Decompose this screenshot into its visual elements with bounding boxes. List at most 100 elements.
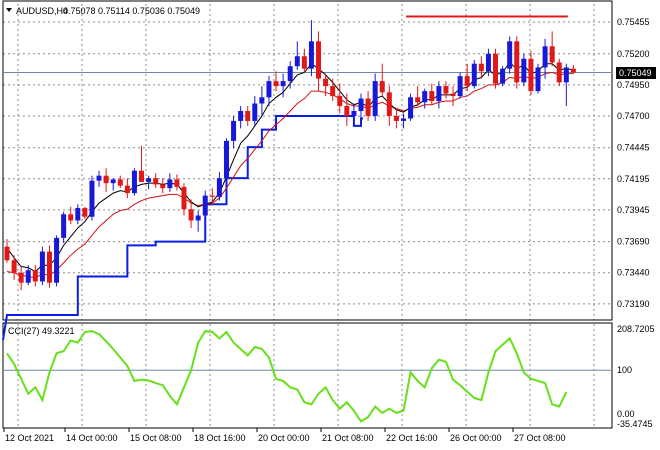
candle[interactable] <box>188 199 194 228</box>
candle[interactable] <box>209 188 215 206</box>
cci-label: CCI(27) 49.3221 <box>8 326 75 336</box>
candle[interactable] <box>39 246 45 286</box>
candle[interactable] <box>464 63 470 92</box>
candle[interactable] <box>238 106 244 129</box>
candle[interactable] <box>507 36 513 74</box>
candle[interactable] <box>429 83 435 105</box>
candle[interactable] <box>223 138 229 181</box>
candle[interactable] <box>61 211 67 243</box>
candle[interactable] <box>521 53 527 87</box>
candle[interactable] <box>25 265 31 286</box>
candle-body <box>570 68 576 73</box>
candle[interactable] <box>153 173 159 189</box>
candle-body <box>344 106 350 116</box>
candle-body <box>245 110 251 121</box>
symbol-label: AUDUSD,H4 <box>16 6 68 16</box>
slow-moving-average-line <box>6 71 574 279</box>
candle[interactable] <box>372 73 378 121</box>
candle-body <box>563 67 569 83</box>
dropdown-triangle-icon[interactable] <box>6 8 12 12</box>
candle[interactable] <box>139 145 145 182</box>
candlestick-series[interactable] <box>4 20 576 291</box>
candle[interactable] <box>117 175 123 189</box>
candle[interactable] <box>408 93 414 121</box>
candle-body <box>188 209 194 221</box>
candle[interactable] <box>365 91 371 121</box>
candle[interactable] <box>18 266 24 291</box>
candle[interactable] <box>457 72 463 99</box>
candle[interactable] <box>556 58 562 87</box>
chart-frame <box>2 0 613 432</box>
candle-body <box>11 260 17 273</box>
candle[interactable] <box>68 206 74 225</box>
candle[interactable] <box>11 255 17 281</box>
candle[interactable] <box>82 206 88 220</box>
candle[interactable] <box>174 174 180 191</box>
candle[interactable] <box>252 96 258 126</box>
candle[interactable] <box>124 178 130 199</box>
candle[interactable] <box>245 106 251 126</box>
candle[interactable] <box>570 64 576 74</box>
candle[interactable] <box>54 235 60 287</box>
candle[interactable] <box>563 63 569 107</box>
candle[interactable] <box>415 86 421 107</box>
candle[interactable] <box>181 183 187 216</box>
candle[interactable] <box>549 31 555 67</box>
candle[interactable] <box>308 20 314 77</box>
candle[interactable] <box>316 31 322 92</box>
candle[interactable] <box>351 103 357 126</box>
candle[interactable] <box>75 204 81 225</box>
price-tick-label: 0.73190 <box>617 299 650 309</box>
candle[interactable] <box>323 73 329 97</box>
candle[interactable] <box>89 175 95 221</box>
candle[interactable] <box>259 86 265 116</box>
candle[interactable] <box>485 48 491 77</box>
current-price-marker: 0.75049 <box>616 67 656 79</box>
candle[interactable] <box>450 86 456 107</box>
candle[interactable] <box>216 171 222 201</box>
candle[interactable] <box>146 175 152 190</box>
candle[interactable] <box>131 168 137 196</box>
candle[interactable] <box>202 190 208 222</box>
candle[interactable] <box>528 51 534 95</box>
candle[interactable] <box>195 210 201 232</box>
candle[interactable] <box>103 168 109 192</box>
candle-body <box>294 56 300 67</box>
candle[interactable] <box>280 73 286 98</box>
candle[interactable] <box>330 78 336 102</box>
candle[interactable] <box>96 170 102 187</box>
candle[interactable] <box>386 86 392 126</box>
candle[interactable] <box>4 239 10 263</box>
candle[interactable] <box>32 265 38 287</box>
candle[interactable] <box>167 173 173 192</box>
candle[interactable] <box>301 48 307 73</box>
header: AUDUSD,H4 0.75078 0.75114 0.75036 0.7504… <box>6 6 200 16</box>
candle[interactable] <box>160 178 166 194</box>
candle[interactable] <box>110 178 116 191</box>
candle[interactable] <box>422 88 428 109</box>
candle[interactable] <box>493 48 499 89</box>
candle[interactable] <box>443 81 449 99</box>
candle[interactable] <box>294 41 300 70</box>
candle[interactable] <box>514 36 520 89</box>
candle[interactable] <box>231 115 237 149</box>
candle[interactable] <box>436 81 442 109</box>
candle[interactable] <box>400 113 406 129</box>
candle[interactable] <box>358 93 364 121</box>
candle[interactable] <box>287 61 293 89</box>
candle-body <box>372 81 378 116</box>
candle[interactable] <box>337 83 343 114</box>
candle[interactable] <box>478 56 484 79</box>
candle[interactable] <box>471 59 477 89</box>
candle[interactable] <box>46 245 52 288</box>
candle[interactable] <box>273 71 279 92</box>
candle[interactable] <box>379 63 385 97</box>
candle[interactable] <box>500 66 506 87</box>
candle[interactable] <box>393 108 399 129</box>
candle[interactable] <box>344 93 350 126</box>
candle[interactable] <box>535 63 541 94</box>
candle[interactable] <box>266 76 272 107</box>
candle[interactable] <box>542 38 548 79</box>
